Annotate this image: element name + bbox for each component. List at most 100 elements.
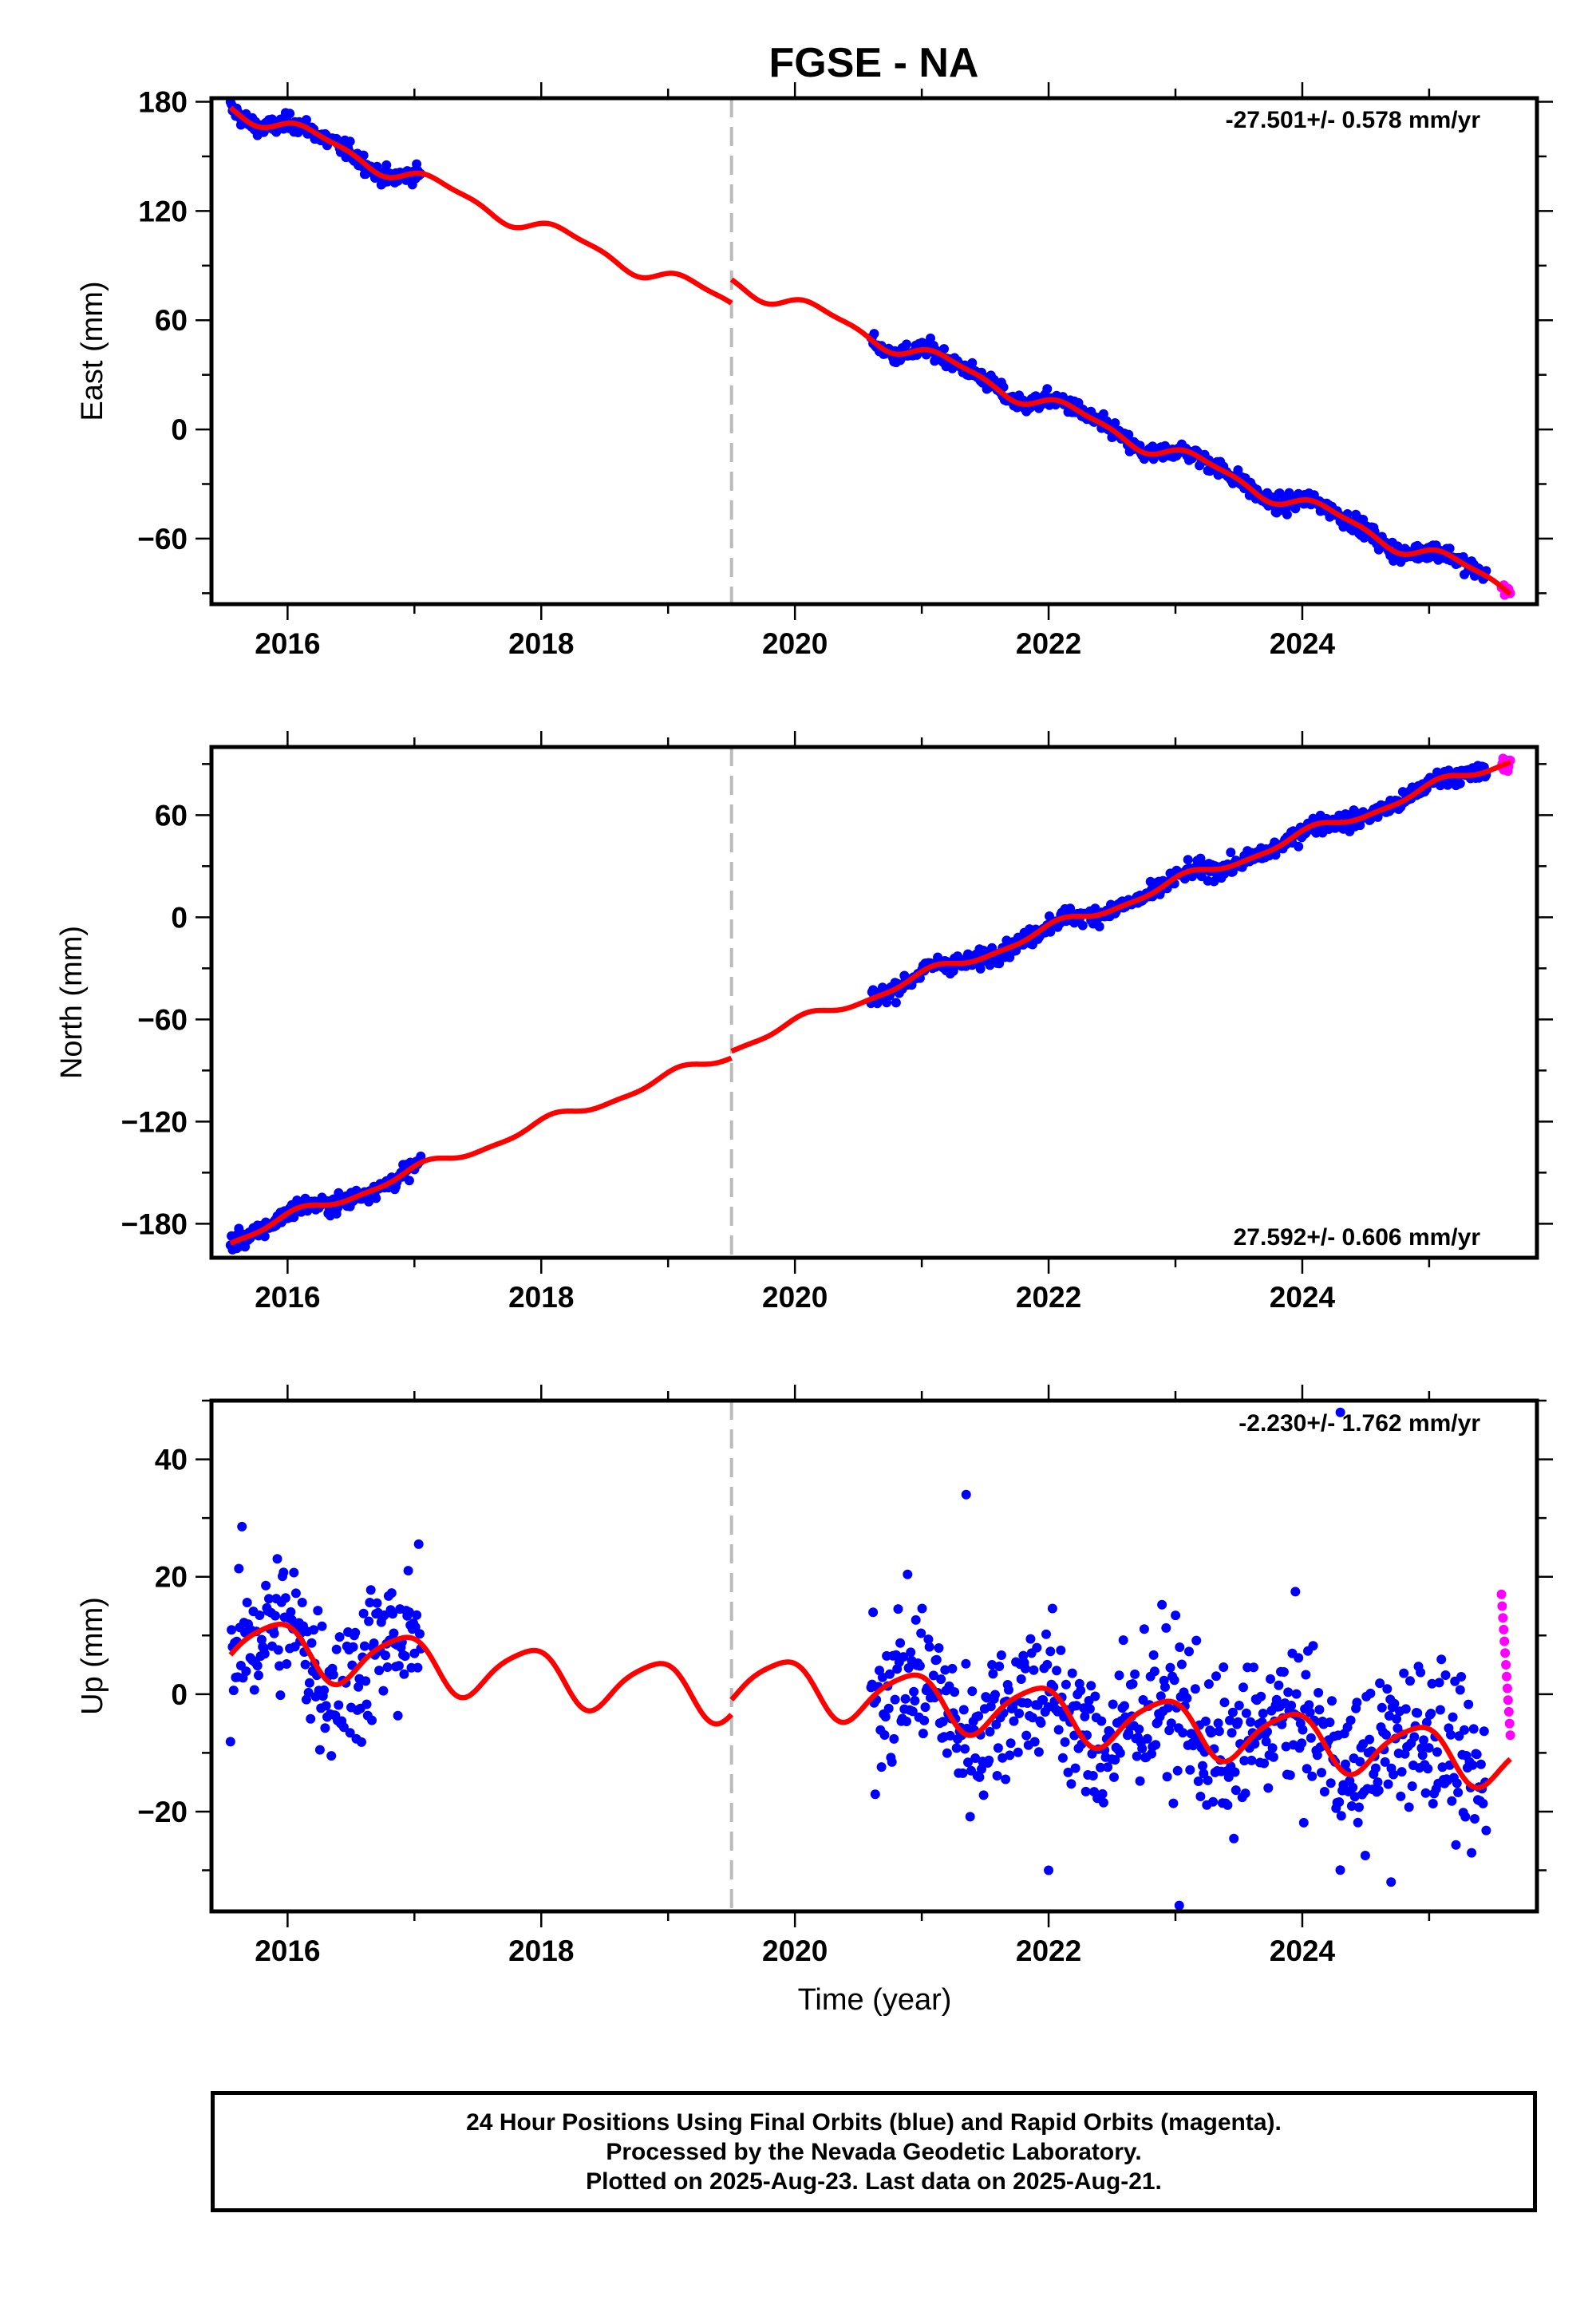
up-final-orbit-point	[963, 1757, 973, 1768]
up-final-orbit-point	[334, 1632, 345, 1642]
up-rapid-orbit-point	[1501, 1660, 1511, 1670]
up-final-orbit-point	[1420, 1788, 1431, 1798]
up-final-orbit-point	[965, 1812, 975, 1822]
up-final-orbit-point	[990, 1690, 1000, 1700]
up-final-orbit-point	[883, 1703, 894, 1713]
up-final-orbit-point	[1120, 1701, 1129, 1711]
up-final-orbit-point	[909, 1686, 919, 1697]
up-final-orbit-point	[309, 1625, 319, 1635]
up-final-orbit-point	[1045, 1646, 1056, 1657]
north-y-tick-label: 60	[155, 799, 188, 832]
up-model-fit-line	[729, 1659, 1512, 1791]
up-final-orbit-point	[1208, 1796, 1219, 1807]
up-final-orbit-point	[412, 1610, 422, 1620]
up-final-orbit-point	[895, 1638, 906, 1648]
up-final-orbit-point	[988, 1669, 998, 1679]
east-final-orbit-point	[926, 333, 935, 343]
up-final-orbit-point	[1115, 1748, 1125, 1758]
up-final-orbit-point	[1190, 1684, 1200, 1694]
up-final-orbit-point	[919, 1715, 930, 1725]
up-final-orbit-point	[887, 1757, 897, 1767]
up-final-orbit-point	[286, 1607, 296, 1617]
up-final-orbit-point	[1346, 1801, 1357, 1811]
up-final-orbit-point	[1297, 1738, 1307, 1749]
up-final-orbit-point	[275, 1690, 286, 1701]
up-rapid-orbit-point	[1500, 1648, 1511, 1658]
up-final-orbit-point	[1464, 1699, 1474, 1709]
up-final-orbit-point	[942, 1748, 952, 1758]
north-plot-area	[225, 747, 1515, 1258]
north-y-tick-label: −120	[121, 1105, 188, 1138]
up-final-orbit-point	[1274, 1680, 1284, 1690]
up-final-orbit-point	[365, 1585, 376, 1595]
up-final-orbit-point	[282, 1659, 292, 1669]
up-final-orbit-point	[1096, 1716, 1107, 1726]
up-final-orbit-point	[1336, 1811, 1346, 1821]
up-final-orbit-point	[1360, 1851, 1370, 1860]
up-final-orbit-point	[986, 1701, 996, 1712]
up-rapid-orbit-point	[1499, 1636, 1510, 1646]
up-final-orbit-point	[1161, 1622, 1171, 1633]
east-x-tick-label: 2018	[508, 627, 574, 660]
up-final-orbit-point	[1348, 1782, 1358, 1792]
up-final-orbit-point	[1392, 1713, 1402, 1724]
up-final-orbit-point	[890, 1694, 900, 1705]
caption-line-2: Processed by the Nevada Geodetic Laborat…	[606, 2138, 1142, 2165]
up-final-orbit-point	[915, 1661, 925, 1671]
up-final-orbit-point	[273, 1645, 283, 1655]
up-final-orbit-point	[1453, 1788, 1464, 1797]
up-plot-area	[225, 1401, 1515, 1911]
up-final-orbit-point	[984, 1755, 994, 1765]
up-final-orbit-point	[413, 1539, 424, 1549]
north-y-tick-label: −180	[121, 1207, 188, 1240]
up-final-orbit-point	[1302, 1764, 1312, 1774]
east-y-tick-label: −60	[137, 523, 188, 555]
up-final-orbit-point	[1432, 1747, 1442, 1757]
up-final-orbit-point	[893, 1604, 903, 1614]
up-final-orbit-point	[1200, 1716, 1211, 1726]
up-final-orbit-point	[1334, 1797, 1345, 1807]
up-final-orbit-point	[1043, 1702, 1053, 1712]
north-ticks: 2016 2018 2020 2022 2024 −180 −120 −60 0 60	[121, 731, 1553, 1314]
north-x-tick-label: 2016	[255, 1281, 320, 1314]
up-final-orbit-point	[1246, 1755, 1257, 1765]
up-final-orbit-point	[1164, 1725, 1175, 1736]
panel-east: 2016 2018 2020 2022 2024 −60 0 60 120 180 East (m…	[76, 82, 1553, 660]
up-ylabel: Up (mm)	[76, 1597, 109, 1715]
up-final-orbit-point	[290, 1588, 301, 1599]
east-final-orbit-point	[902, 339, 911, 350]
up-final-orbit-point	[1033, 1747, 1044, 1757]
up-final-orbit-point	[1312, 1750, 1322, 1761]
up-final-orbit-point	[1036, 1717, 1046, 1728]
up-final-orbit-point	[1223, 1800, 1233, 1810]
up-final-orbit-point	[880, 1712, 891, 1722]
east-final-orbit-point	[1124, 429, 1134, 440]
up-final-orbit-point	[1383, 1779, 1393, 1789]
east-ylabel: East (mm)	[76, 281, 109, 421]
up-final-orbit-point	[916, 1628, 926, 1638]
up-final-orbit-point	[1022, 1698, 1033, 1708]
up-final-orbit-point	[920, 1702, 930, 1713]
up-final-orbit-point	[1365, 1688, 1376, 1698]
up-final-orbit-point	[227, 1625, 237, 1635]
east-x-tick-label: 2024	[1270, 627, 1336, 660]
up-final-orbit-point	[970, 1753, 981, 1763]
up-final-orbit-point	[1134, 1724, 1144, 1734]
up-final-orbit-point	[1020, 1663, 1030, 1674]
up-final-orbit-point	[1021, 1730, 1032, 1741]
up-final-orbit-point	[1124, 1728, 1134, 1738]
up-x-tick-label: 2024	[1270, 1935, 1336, 1967]
up-final-orbit-point	[1176, 1659, 1187, 1670]
panel-north: 2016 2018 2020 2022 2024 −180 −120 −60 0 60 North…	[55, 731, 1553, 1314]
up-final-orbit-point	[1404, 1802, 1414, 1812]
north-final-orbit-point	[416, 1151, 426, 1161]
up-final-orbit-point	[1096, 1762, 1105, 1773]
up-final-orbit-point	[1386, 1877, 1396, 1887]
up-final-orbit-point	[1044, 1865, 1054, 1875]
up-final-orbit-point	[1294, 1653, 1304, 1663]
up-final-orbit-point	[1128, 1679, 1138, 1689]
up-final-orbit-point	[978, 1790, 989, 1800]
up-final-orbit-point	[1335, 1407, 1345, 1417]
east-axis-frame	[209, 96, 1539, 607]
up-final-orbit-point	[1468, 1760, 1478, 1770]
